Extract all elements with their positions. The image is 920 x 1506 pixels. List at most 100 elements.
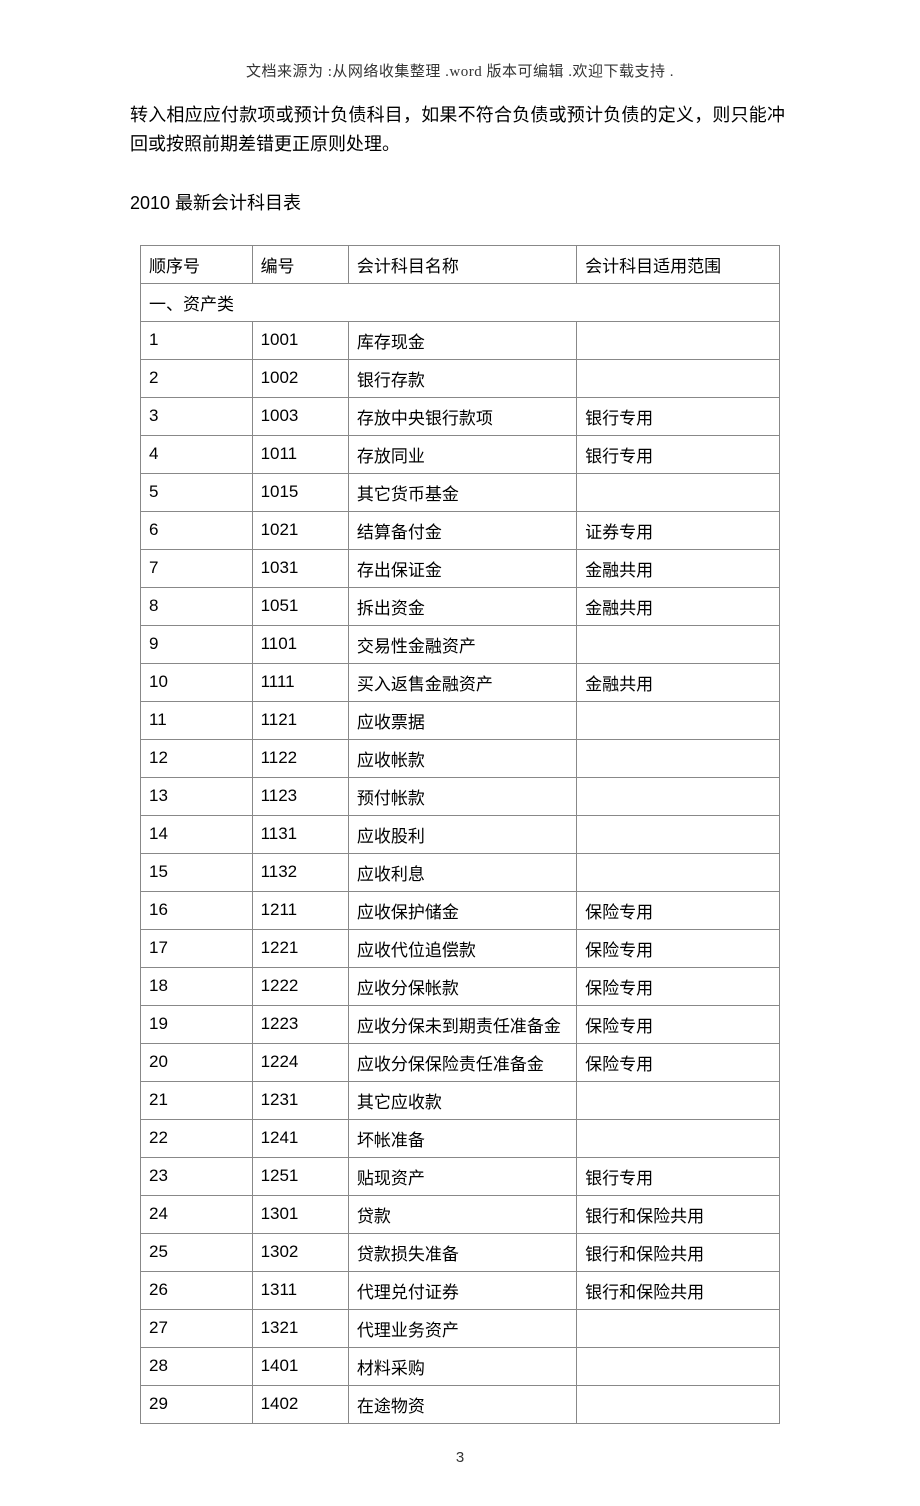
table-row: 11001库存现金 — [141, 321, 780, 359]
cell-seq: 15 — [141, 853, 253, 891]
cell-scope — [577, 321, 780, 359]
cell-scope: 金融共用 — [577, 587, 780, 625]
cell-code: 1241 — [252, 1119, 348, 1157]
cell-scope: 保险专用 — [577, 929, 780, 967]
table-row: 151132应收利息 — [141, 853, 780, 891]
cell-seq: 16 — [141, 891, 253, 929]
cell-code: 1002 — [252, 359, 348, 397]
cell-code: 1111 — [252, 663, 348, 701]
cell-seq: 13 — [141, 777, 253, 815]
cell-scope — [577, 1081, 780, 1119]
cell-scope: 银行和保险共用 — [577, 1271, 780, 1309]
cell-scope — [577, 815, 780, 853]
cell-seq: 26 — [141, 1271, 253, 1309]
cell-scope: 金融共用 — [577, 549, 780, 587]
cell-scope — [577, 359, 780, 397]
cell-seq: 17 — [141, 929, 253, 967]
cell-scope — [577, 1309, 780, 1347]
table-row: 31003存放中央银行款项银行专用 — [141, 397, 780, 435]
cell-name: 代理业务资产 — [348, 1309, 576, 1347]
cell-code: 1251 — [252, 1157, 348, 1195]
cell-code: 1003 — [252, 397, 348, 435]
cell-code: 1311 — [252, 1271, 348, 1309]
cell-name: 买入返售金融资产 — [348, 663, 576, 701]
col-header-seq: 顺序号 — [141, 245, 253, 283]
cell-seq: 9 — [141, 625, 253, 663]
page-number: 3 — [0, 1449, 920, 1466]
table-row: 271321代理业务资产 — [141, 1309, 780, 1347]
table-row: 281401材料采购 — [141, 1347, 780, 1385]
table-row: 81051拆出资金金融共用 — [141, 587, 780, 625]
cell-code: 1101 — [252, 625, 348, 663]
cell-scope: 保险专用 — [577, 1043, 780, 1081]
cell-name: 结算备付金 — [348, 511, 576, 549]
cell-name: 贴现资产 — [348, 1157, 576, 1195]
cell-code: 1223 — [252, 1005, 348, 1043]
cell-name: 其它货币基金 — [348, 473, 576, 511]
table-row: 291402在途物资 — [141, 1385, 780, 1423]
source-note: 文档来源为 :从网络收集整理 .word 版本可编辑 .欢迎下载支持 . — [0, 60, 920, 81]
cell-seq: 14 — [141, 815, 253, 853]
cell-name: 应收分保帐款 — [348, 967, 576, 1005]
document-page: 文档来源为 :从网络收集整理 .word 版本可编辑 .欢迎下载支持 . 转入相… — [0, 0, 920, 1506]
col-header-code: 编号 — [252, 245, 348, 283]
section-label: 一、资产类 — [141, 283, 780, 321]
cell-seq: 1 — [141, 321, 253, 359]
cell-scope — [577, 625, 780, 663]
cell-name: 代理兑付证券 — [348, 1271, 576, 1309]
cell-scope — [577, 1385, 780, 1423]
cell-code: 1015 — [252, 473, 348, 511]
cell-code: 1231 — [252, 1081, 348, 1119]
cell-name: 拆出资金 — [348, 587, 576, 625]
cell-name: 贷款损失准备 — [348, 1233, 576, 1271]
cell-name: 交易性金融资产 — [348, 625, 576, 663]
cell-scope: 银行专用 — [577, 1157, 780, 1195]
table-row: 141131应收股利 — [141, 815, 780, 853]
cell-seq: 2 — [141, 359, 253, 397]
cell-seq: 21 — [141, 1081, 253, 1119]
cell-name: 贷款 — [348, 1195, 576, 1233]
table-row: 171221应收代位追偿款保险专用 — [141, 929, 780, 967]
cell-scope: 银行专用 — [577, 397, 780, 435]
cell-name: 其它应收款 — [348, 1081, 576, 1119]
cell-code: 1011 — [252, 435, 348, 473]
table-row: 261311代理兑付证券银行和保险共用 — [141, 1271, 780, 1309]
col-header-scope: 会计科目适用范围 — [577, 245, 780, 283]
cell-scope: 证券专用 — [577, 511, 780, 549]
cell-code: 1131 — [252, 815, 348, 853]
cell-seq: 27 — [141, 1309, 253, 1347]
accounts-table: 顺序号 编号 会计科目名称 会计科目适用范围 一、资产类 11001库存现金21… — [140, 245, 780, 1424]
section-row-assets: 一、资产类 — [141, 283, 780, 321]
cell-scope — [577, 853, 780, 891]
cell-seq: 5 — [141, 473, 253, 511]
intro-paragraph: 转入相应应付款项或预计负债科目，如果不符合负债或预计负债的定义，则只能冲回或按照… — [130, 101, 785, 159]
table-title: 2010 最新会计科目表 — [130, 189, 785, 215]
cell-scope — [577, 473, 780, 511]
cell-name: 应收利息 — [348, 853, 576, 891]
col-header-name: 会计科目名称 — [348, 245, 576, 283]
cell-name: 预付帐款 — [348, 777, 576, 815]
table-row: 61021结算备付金证券专用 — [141, 511, 780, 549]
cell-code: 1301 — [252, 1195, 348, 1233]
cell-code: 1224 — [252, 1043, 348, 1081]
cell-scope: 保险专用 — [577, 1005, 780, 1043]
table-row: 241301贷款银行和保险共用 — [141, 1195, 780, 1233]
cell-scope — [577, 739, 780, 777]
cell-code: 1132 — [252, 853, 348, 891]
cell-name: 库存现金 — [348, 321, 576, 359]
cell-scope: 银行和保险共用 — [577, 1233, 780, 1271]
cell-name: 存放同业 — [348, 435, 576, 473]
table-row: 111121应收票据 — [141, 701, 780, 739]
cell-name: 应收分保未到期责任准备金 — [348, 1005, 576, 1043]
cell-code: 1302 — [252, 1233, 348, 1271]
cell-seq: 7 — [141, 549, 253, 587]
cell-seq: 23 — [141, 1157, 253, 1195]
cell-code: 1222 — [252, 967, 348, 1005]
cell-code: 1211 — [252, 891, 348, 929]
cell-scope — [577, 777, 780, 815]
table-row: 101111买入返售金融资产金融共用 — [141, 663, 780, 701]
table-row: 181222应收分保帐款保险专用 — [141, 967, 780, 1005]
table-row: 191223应收分保未到期责任准备金保险专用 — [141, 1005, 780, 1043]
cell-code: 1031 — [252, 549, 348, 587]
cell-seq: 28 — [141, 1347, 253, 1385]
